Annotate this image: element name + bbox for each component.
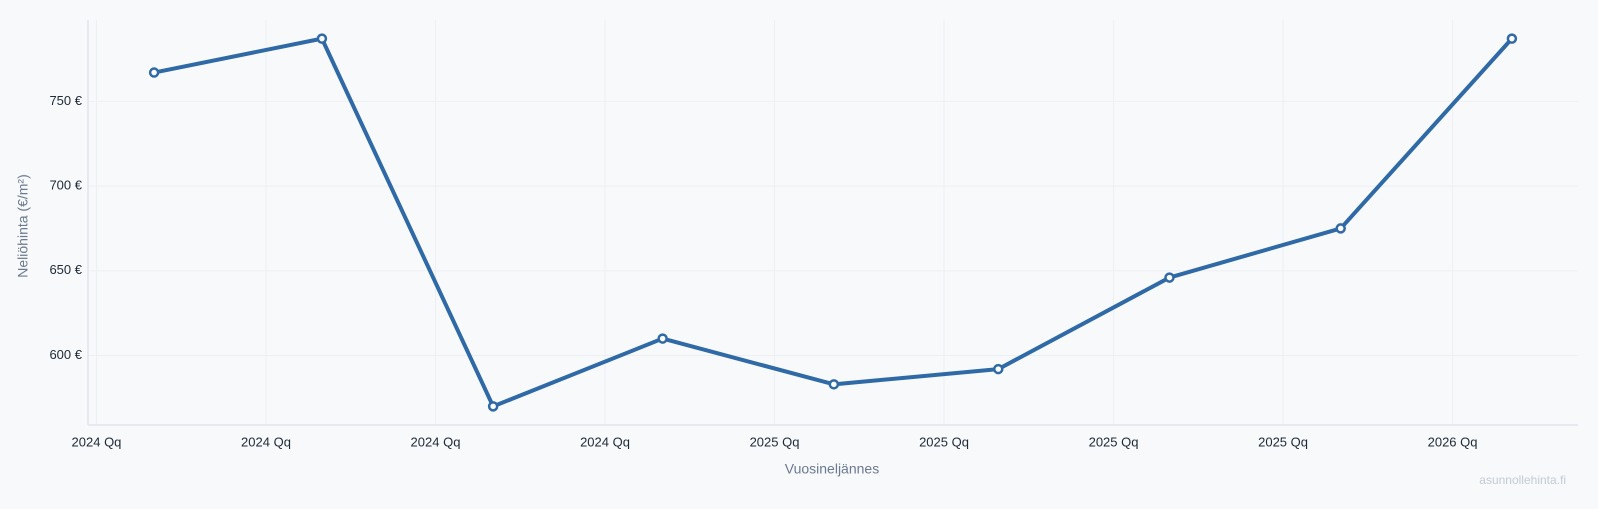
point — [487, 401, 499, 412]
y-tick-label: 700 € — [49, 178, 82, 193]
point — [316, 33, 328, 44]
x-axis-title: Vuosineljännes — [785, 461, 879, 477]
x-tick-label: 2025 Qq — [1258, 434, 1308, 449]
watermark: asunnollehinta.fi — [1479, 473, 1566, 487]
point — [828, 379, 840, 390]
x-tick-label: 2025 Qq — [919, 434, 969, 449]
x-tick-label: 2024 Qq — [72, 434, 122, 449]
x-tick-label: 2024 Qq — [241, 434, 291, 449]
point — [1335, 223, 1346, 234]
point — [1506, 33, 1518, 44]
point — [993, 363, 1004, 375]
x-tick-label: 2024 Qq — [580, 434, 630, 449]
point — [1164, 272, 1175, 283]
x-tick-label: 2025 Qq — [1089, 434, 1139, 449]
x-tick-label: 2025 Qq — [750, 434, 800, 449]
point — [148, 67, 160, 78]
y-axis-title: Neliöhinta (€/m²) — [15, 174, 31, 277]
y-tick-label: 750 € — [49, 93, 82, 108]
x-tick-label: 2024 Qq — [411, 434, 461, 449]
point — [657, 333, 668, 344]
x-tick-label: 2026 Qq — [1428, 434, 1478, 449]
y-tick-label: 600 € — [49, 347, 82, 362]
y-tick-label: 650 € — [49, 262, 82, 277]
